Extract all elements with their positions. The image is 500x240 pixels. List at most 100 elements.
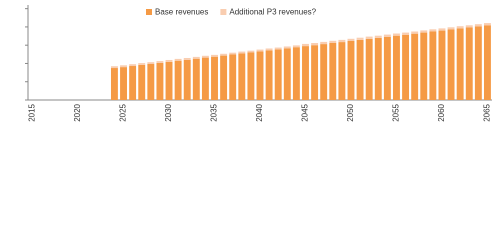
bar-segment <box>474 24 482 27</box>
bar-segment <box>147 64 155 100</box>
bar-segment <box>365 38 373 100</box>
bar-segment <box>465 25 473 28</box>
bar-segment <box>110 66 118 69</box>
bar-segment <box>438 28 446 31</box>
bar-segment <box>174 58 182 61</box>
bar-segment <box>356 39 364 100</box>
bar-segment <box>383 36 391 100</box>
bar-segment <box>229 54 237 100</box>
bar-segment <box>292 47 300 100</box>
bar-segment <box>402 32 410 35</box>
bar-segment <box>465 27 473 100</box>
x-tick-label: 2020 <box>73 103 82 121</box>
bar-segment <box>201 57 209 100</box>
bar-segment <box>183 57 191 60</box>
bar-segment <box>320 41 328 45</box>
bar-segment <box>429 29 437 32</box>
x-tick-label: 2050 <box>346 103 355 121</box>
bar-segment <box>165 59 173 62</box>
legend-swatch <box>146 9 152 15</box>
x-tick-label: 2045 <box>301 103 310 121</box>
x-tick-label: 2060 <box>437 103 446 121</box>
bar-segment <box>156 61 164 63</box>
bar-segment <box>320 44 328 100</box>
bar-segment <box>302 46 309 100</box>
bar-segment <box>229 52 237 55</box>
bar-segment <box>311 45 319 100</box>
bar-segment <box>411 33 419 100</box>
bar-segment <box>383 34 391 37</box>
bar-segment <box>165 61 173 100</box>
bar-segment <box>247 50 255 53</box>
bar-segment <box>247 52 255 100</box>
bar-segment <box>120 67 127 100</box>
bar-segment <box>220 53 228 56</box>
bar-segment <box>238 53 246 100</box>
bar-segment <box>220 55 228 100</box>
x-tick-label: 2055 <box>392 103 401 121</box>
bar-segment <box>129 66 137 100</box>
bar-segment <box>447 27 455 30</box>
bar-segment <box>483 23 491 26</box>
bar-segment <box>201 55 209 58</box>
legend-label: Base revenues <box>155 8 208 17</box>
bar-segment <box>411 31 419 34</box>
bar-segment <box>120 65 127 68</box>
x-tick-label: 2065 <box>483 103 492 121</box>
x-tick-label: 2025 <box>119 103 128 121</box>
bar-segment <box>374 37 382 100</box>
bar-segment <box>274 47 282 50</box>
bar-segment <box>393 33 400 36</box>
bar-segment <box>129 64 137 67</box>
bar-segment <box>365 36 373 39</box>
bar-segment <box>329 40 337 43</box>
bar-segment <box>174 60 182 100</box>
bar-segment <box>374 35 382 38</box>
bar-segment <box>311 43 319 46</box>
bar-segment <box>238 51 246 54</box>
bar-segment <box>338 42 346 100</box>
bar-segment <box>192 56 200 59</box>
bar-segment <box>429 31 437 100</box>
bar-segment <box>211 56 218 100</box>
bar-segment <box>483 25 491 100</box>
bar-segment <box>211 54 218 57</box>
bar-segment <box>138 64 146 100</box>
bar-segment <box>347 40 355 100</box>
bar-segment <box>265 50 273 100</box>
bar-segment <box>283 48 291 100</box>
bar-segment <box>256 49 264 52</box>
bar-segment <box>402 34 410 100</box>
x-tick-label: 2035 <box>210 103 219 121</box>
bar-segment <box>438 30 446 101</box>
bar-segment <box>110 68 118 100</box>
bar-segment <box>329 43 337 100</box>
bar-segment <box>192 58 200 100</box>
bar-segment <box>456 26 464 29</box>
bar-segment <box>420 32 428 100</box>
bar-segment <box>283 46 291 49</box>
bar-segment <box>138 63 146 65</box>
legend-label: Additional P3 revenues? <box>229 8 316 17</box>
x-tick-label: 2040 <box>255 103 264 121</box>
bar-segment <box>292 45 300 48</box>
legend-swatch <box>220 9 227 15</box>
bar-segment <box>156 62 164 100</box>
bar-segment <box>447 29 455 100</box>
bar-segment <box>420 30 428 33</box>
x-tick-label: 2030 <box>164 103 173 121</box>
bar-segment <box>147 62 155 65</box>
bar-segment <box>302 43 309 47</box>
bar-segment <box>456 28 464 101</box>
bar-segment <box>274 49 282 100</box>
bar-segment <box>474 26 482 100</box>
bar-segment <box>265 48 273 51</box>
bar-segment <box>338 39 346 43</box>
bar-segment <box>393 35 400 100</box>
chart: 2015 2020 2025 2030 2035 2040 2045 2050 2055 2060… <box>25 5 492 122</box>
bar-segment <box>183 59 191 100</box>
bar-segment <box>347 38 355 41</box>
bar-segment <box>256 51 264 100</box>
x-tick-label: 2015 <box>28 103 37 121</box>
bar-segment <box>356 37 364 40</box>
